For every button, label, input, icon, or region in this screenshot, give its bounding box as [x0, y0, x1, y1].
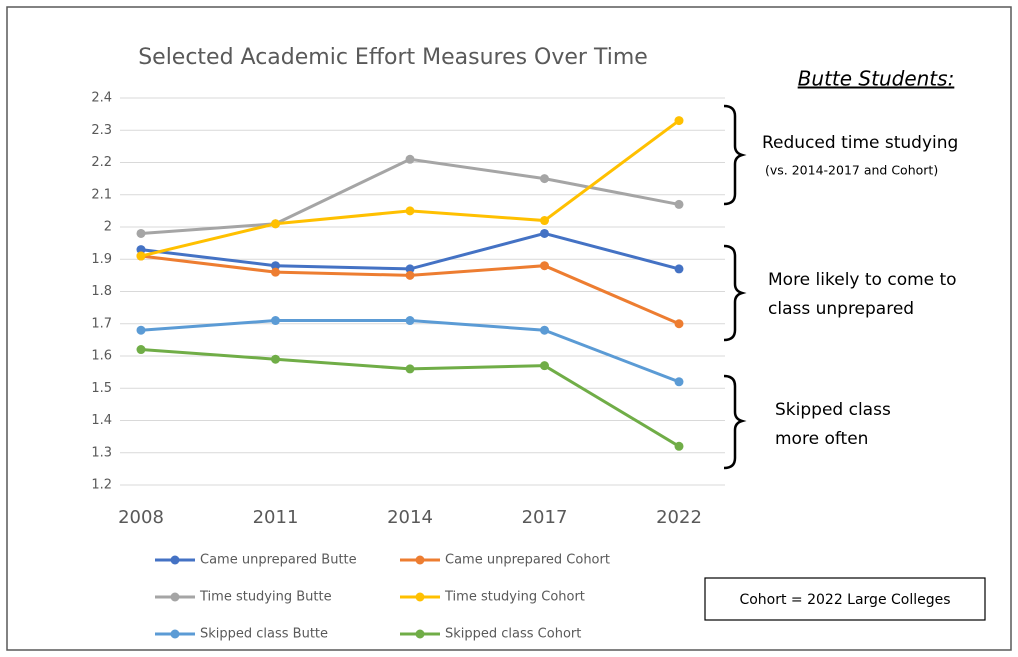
legend-label: Came unprepared Butte — [200, 553, 357, 568]
point — [405, 154, 415, 164]
annotation: class unprepared — [768, 299, 914, 319]
point — [674, 264, 684, 274]
legend-swatch — [170, 629, 180, 639]
point — [540, 174, 549, 184]
annotation: Reduced time studying — [762, 133, 958, 153]
x-tick-label: 2008 — [118, 507, 164, 528]
y-tick-label: 1.8 — [91, 284, 112, 299]
note-box — [704, 577, 986, 621]
point — [136, 325, 146, 335]
point — [674, 116, 684, 126]
legend-label: Skipped class Cohort — [445, 627, 581, 642]
point — [405, 364, 415, 374]
y-tick-label: 2 — [104, 220, 112, 235]
x-tick-label: 2017 — [522, 507, 568, 528]
point — [136, 245, 146, 255]
y-tick-label: 1.7 — [91, 316, 112, 331]
point — [674, 441, 684, 451]
y-tick-label: 1.2 — [91, 478, 112, 493]
bracket — [723, 244, 747, 342]
y-tick-label: 2.3 — [91, 123, 112, 138]
y-tick-label: 1.9 — [91, 252, 112, 267]
point — [674, 199, 684, 209]
point — [136, 345, 146, 355]
annotation: Skipped class — [775, 400, 891, 420]
annotation-note: (vs. 2014-2017 and Cohort) — [765, 163, 938, 178]
point — [405, 264, 415, 274]
y-tick-label: 2.1 — [91, 187, 112, 202]
legend-swatch — [170, 555, 180, 565]
annotation: more often — [775, 429, 868, 449]
x-tick-label: 2022 — [656, 507, 702, 528]
legend-label: Time studying Butte — [199, 590, 332, 605]
legend-swatch — [170, 592, 180, 602]
x-tick-label: 2011 — [253, 507, 299, 528]
chart-title: Selected Academic Effort Measures Over T… — [138, 45, 648, 70]
legend-label: Came unprepared Cohort — [445, 553, 610, 568]
y-tick-label: 2.2 — [91, 155, 112, 170]
legend-label: Time studying Cohort — [444, 590, 585, 605]
point — [405, 316, 415, 326]
bracket — [723, 104, 747, 206]
note: Cohort = 2022 Large Colleges — [739, 592, 950, 608]
legend-swatch — [415, 555, 425, 565]
y-tick-label: 1.3 — [91, 445, 112, 460]
legend-swatch — [415, 592, 425, 602]
y-tick-label: 1.5 — [91, 381, 112, 396]
subtitle: Butte Students: — [798, 67, 955, 91]
point — [540, 216, 549, 226]
point — [271, 354, 280, 364]
legend-label: Skipped class Butte — [200, 627, 328, 642]
x-tick-label: 2014 — [387, 507, 433, 528]
point — [540, 228, 549, 238]
y-tick-label: 1.6 — [91, 349, 112, 364]
point — [674, 377, 684, 387]
point — [271, 267, 280, 277]
point — [540, 361, 549, 371]
point — [405, 270, 415, 280]
point — [540, 325, 549, 335]
point — [271, 261, 280, 271]
point — [674, 319, 684, 329]
point — [405, 206, 415, 216]
y-tick-label: 1.4 — [91, 413, 112, 428]
point — [540, 261, 549, 271]
point — [271, 316, 280, 326]
point — [136, 251, 146, 261]
bracket — [723, 374, 747, 470]
y-tick-label: 2.4 — [91, 91, 112, 106]
annotation: More likely to come to — [768, 270, 957, 290]
point — [271, 219, 280, 229]
point — [136, 228, 146, 238]
legend-swatch — [415, 629, 425, 639]
